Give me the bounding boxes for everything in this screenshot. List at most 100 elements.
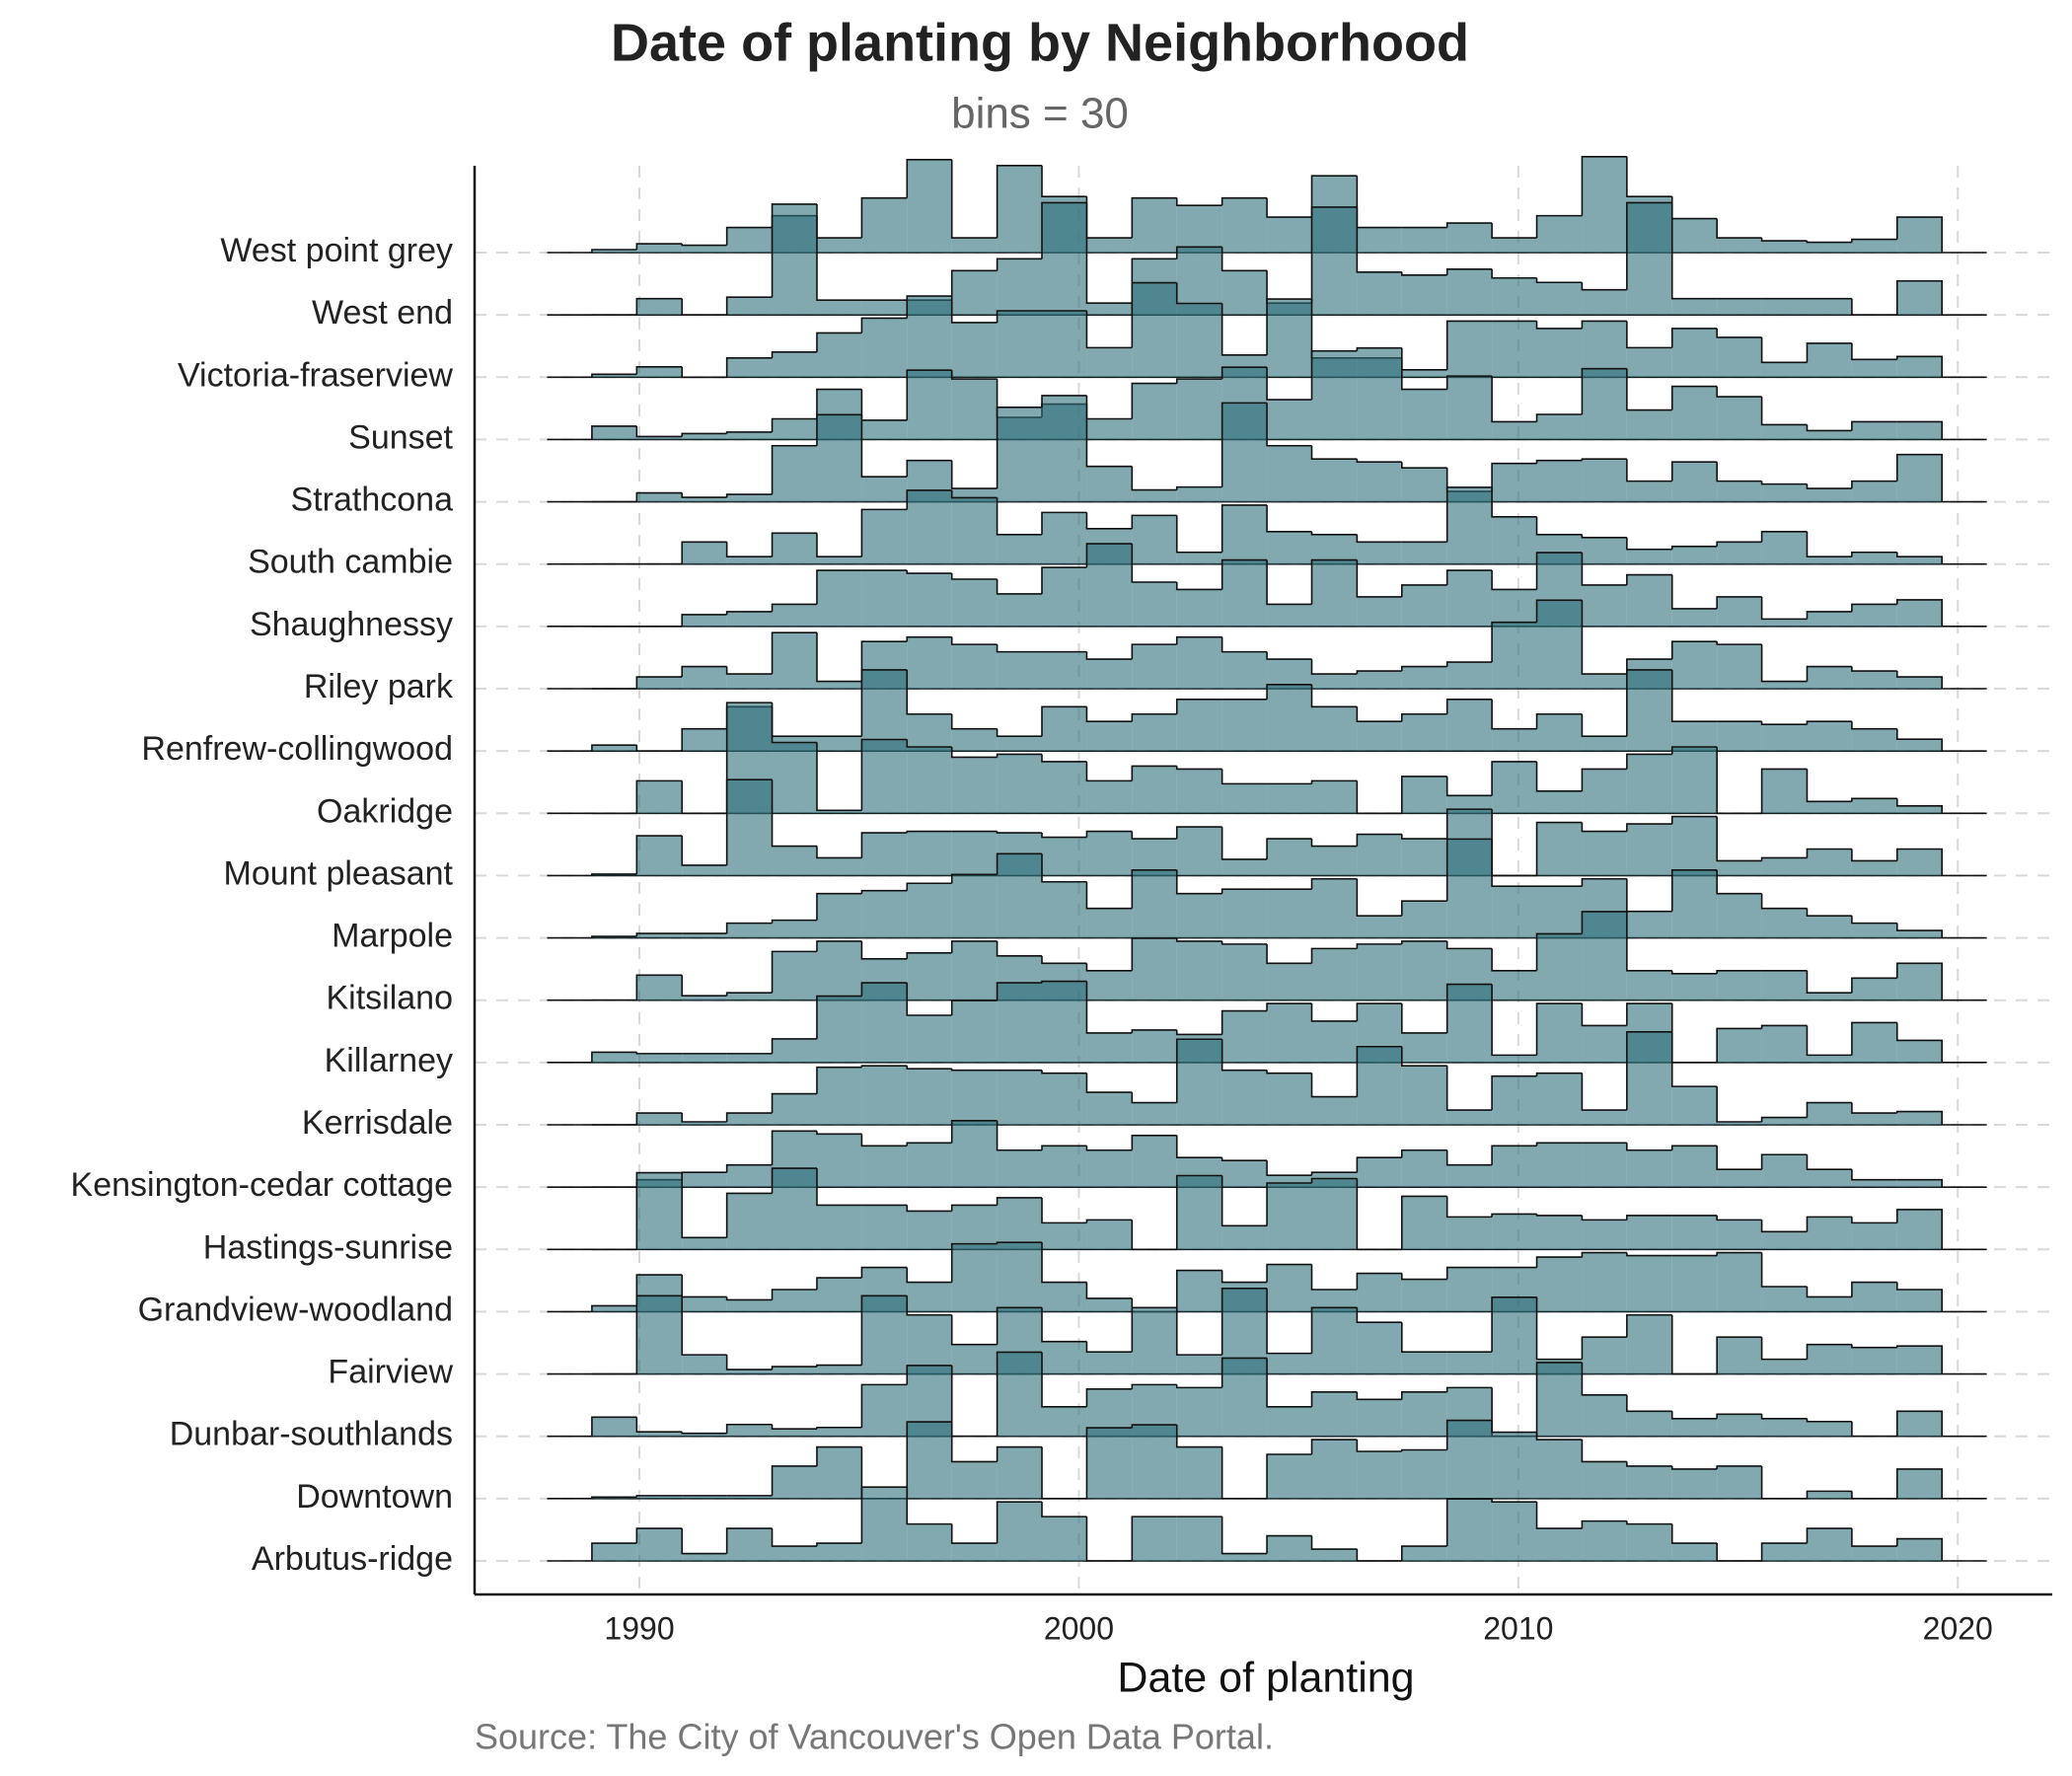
histogram-bin: [1401, 839, 1447, 876]
ridge: [547, 1120, 1987, 1188]
histogram-bin: [1626, 481, 1672, 502]
histogram-bin: [1807, 1344, 1852, 1374]
bin-outline: [771, 532, 817, 557]
bin-outline: [1356, 706, 1402, 723]
bin-outline: [816, 742, 862, 812]
histogram-bin: [1221, 559, 1268, 627]
histogram-bin: [1267, 531, 1312, 564]
histogram-bin: [1221, 1358, 1268, 1437]
bin-outline: [1806, 970, 1852, 995]
bin-outline: [1221, 827, 1268, 860]
bin-outline: [996, 310, 1043, 323]
bin-outline: [1581, 600, 1627, 675]
bin-outline: [1445, 983, 1493, 1033]
bin-outline: [1670, 868, 1718, 912]
histogram-bin: [726, 1053, 773, 1063]
bin-outline: [1491, 621, 1537, 663]
histogram-bin: [726, 556, 773, 564]
bin-outline: [1851, 1344, 1897, 1349]
histogram-bin: [726, 297, 773, 316]
bin-outline: [1221, 1517, 1268, 1555]
bin-outline: [771, 351, 817, 358]
bin-outline: [1131, 466, 1177, 491]
bin-outline: [1041, 705, 1087, 737]
histogram-bin: [1761, 1418, 1808, 1437]
histogram-bin: [1536, 1215, 1583, 1250]
bin-outline: [1445, 1066, 1493, 1111]
bin-outline: [1581, 1073, 1627, 1111]
histogram-bin: [1582, 584, 1627, 627]
histogram-bin: [1267, 963, 1312, 1000]
histogram-bin: [1132, 766, 1177, 814]
bin-outline: [1356, 559, 1402, 598]
histogram-bin: [1761, 908, 1808, 938]
bin-outline: [1760, 1542, 1808, 1561]
histogram-bin: [1492, 463, 1537, 502]
bin-outline: [1445, 1498, 1493, 1547]
histogram-bin: [636, 1295, 683, 1374]
histogram-bin: [1357, 1322, 1402, 1374]
histogram-bin: [1671, 1543, 1718, 1561]
bin-outline: [1895, 1468, 1943, 1499]
histogram-bin: [997, 165, 1043, 253]
histogram-bin: [1492, 886, 1537, 938]
histogram-bin: [1311, 534, 1358, 564]
y-tick-label: South cambie: [248, 544, 453, 581]
histogram-bin: [636, 244, 683, 253]
bin-outline: [1716, 869, 1762, 895]
bin-outline: [1445, 1386, 1493, 1392]
histogram-bin: [1446, 1420, 1493, 1499]
bin-outline: [1310, 947, 1358, 964]
histogram-bin: [997, 407, 1043, 502]
histogram-bin: [772, 351, 817, 378]
bin-outline: [816, 632, 862, 683]
histogram-bin: [1492, 238, 1537, 253]
bin-outline: [906, 669, 952, 715]
histogram-bin: [1267, 1264, 1312, 1312]
histogram-bin: [772, 604, 817, 627]
bin-outline: [1401, 1545, 1447, 1561]
histogram-bin: [1446, 662, 1493, 689]
bin-outline: [1760, 1252, 1808, 1288]
bin-outline: [681, 1528, 727, 1555]
bin-outline: [1221, 769, 1268, 785]
histogram-bin: [997, 259, 1043, 316]
bin-outline: [1535, 932, 1583, 971]
y-tick-label: Renfrew-collingwood: [141, 730, 453, 768]
bin-outline: [771, 203, 817, 298]
bin-outline: [725, 542, 773, 558]
y-tick-label: Marpole: [332, 918, 453, 955]
histogram-bin: [1807, 556, 1852, 564]
bin-outline: [681, 1275, 727, 1298]
bin-outline: [1401, 1148, 1447, 1158]
bin-outline: [1310, 349, 1358, 401]
histogram-bin: [1401, 389, 1447, 440]
histogram-bin: [1761, 1154, 1808, 1188]
histogram-bin: [1042, 761, 1087, 814]
histogram-bin: [726, 674, 773, 689]
bin-outline: [1491, 1387, 1537, 1438]
bin-outline: [1626, 1252, 1672, 1257]
histogram-bin: [1492, 1296, 1537, 1374]
bin-outline: [1401, 1448, 1447, 1451]
bin-outline: [996, 1197, 1043, 1206]
histogram-bin: [636, 1432, 683, 1437]
bin-outline: [1670, 196, 1718, 220]
histogram-bin: [951, 728, 998, 752]
bin-outline: [950, 1242, 998, 1283]
histogram-bin: [682, 1355, 727, 1374]
bin-outline: [1266, 1002, 1312, 1011]
bin-outline: [906, 635, 952, 642]
histogram-bin: [1582, 1110, 1627, 1125]
bin-outline: [1221, 888, 1268, 894]
histogram-bin: [591, 374, 637, 378]
histogram-bin: [1896, 1040, 1943, 1063]
bin-outline: [1626, 1461, 1672, 1467]
bin-outline: [1221, 1270, 1268, 1284]
histogram-bin: [1446, 1267, 1493, 1312]
bin-outline: [1491, 486, 1537, 518]
bin-outline: [1491, 1420, 1537, 1434]
histogram-bin: [1311, 1440, 1358, 1499]
histogram-bin: [636, 933, 683, 938]
histogram-bin: [1176, 589, 1222, 627]
